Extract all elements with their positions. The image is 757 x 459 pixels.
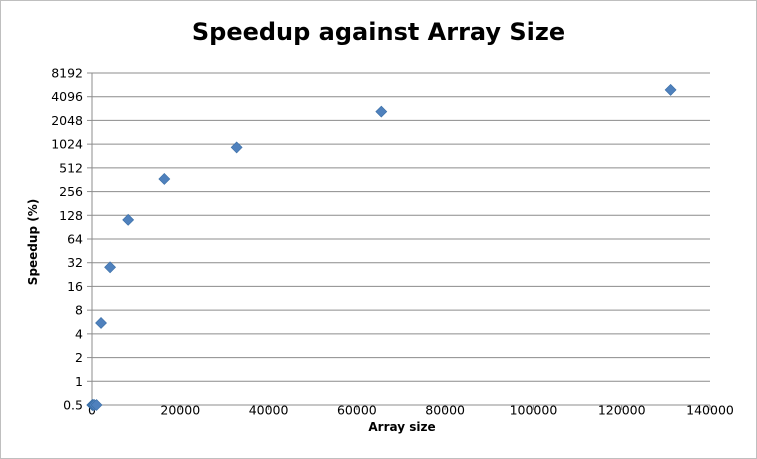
- data-point: [90, 399, 103, 411]
- y-tick-label: 8192: [51, 66, 83, 81]
- y-tick-label: 8: [75, 303, 83, 318]
- data-point: [375, 105, 388, 118]
- x-tick-label: 40000: [249, 402, 289, 417]
- data-point: [664, 83, 677, 96]
- y-tick-label: 1024: [51, 137, 83, 152]
- y-tick-label: 1: [75, 374, 83, 389]
- axes: [87, 72, 711, 410]
- y-tick-label: 64: [67, 232, 83, 247]
- y-tick-label: 4: [75, 326, 83, 341]
- data-point: [95, 317, 107, 329]
- y-tick-labels: 0.5 1 2 4 8 16 32 64 128 256 512 1024 2048 4096 8192: [51, 66, 83, 413]
- x-tick-label: 100000: [510, 402, 558, 417]
- chart-title: Speedup against Array Size: [191, 18, 566, 46]
- y-tick-label: 0.5: [63, 398, 83, 413]
- data-points: [86, 83, 677, 411]
- y-tick-label: 32: [67, 255, 83, 270]
- x-axis-title: Array size: [368, 420, 435, 434]
- data-point: [230, 141, 243, 154]
- data-point: [104, 261, 117, 274]
- y-tick-label: 2048: [51, 113, 83, 128]
- x-tick-label: 120000: [598, 402, 646, 417]
- x-tick-labels: 020000400006000080000100000120000140000: [88, 402, 734, 417]
- x-tick-label: 60000: [337, 402, 377, 417]
- y-tick-label: 128: [59, 208, 83, 223]
- data-point: [122, 213, 135, 226]
- x-tick-label: 140000: [686, 402, 734, 417]
- x-tick-label: 80000: [425, 402, 465, 417]
- x-tick-label: 20000: [160, 402, 200, 417]
- y-tick-label: 2: [75, 350, 83, 365]
- y-tick-label: 16: [67, 279, 83, 294]
- y-tick-label: 4096: [51, 89, 83, 104]
- gridlines: [92, 72, 710, 382]
- y-tick-label: 256: [59, 184, 83, 199]
- y-tick-label: 512: [59, 160, 83, 175]
- y-axis-title: Speedup (%): [26, 199, 40, 285]
- data-point: [158, 173, 171, 185]
